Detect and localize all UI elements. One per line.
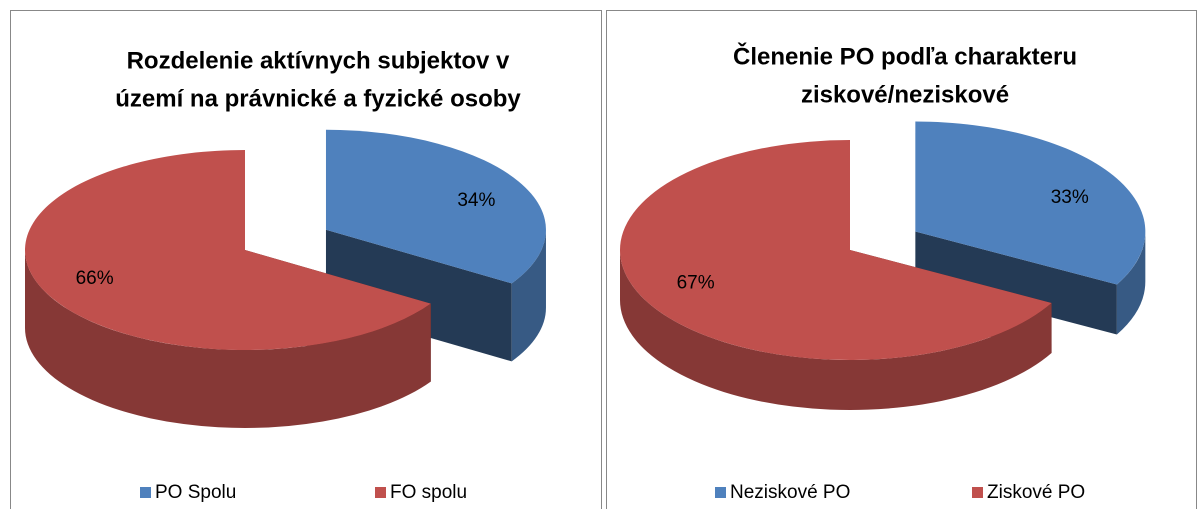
legend-swatch bbox=[715, 487, 726, 498]
data-label: 34% bbox=[457, 190, 495, 211]
legend-swatch bbox=[140, 487, 151, 498]
legend-label: Ziskové PO bbox=[987, 482, 1085, 503]
slice-top bbox=[619, 140, 1052, 360]
slice-side bbox=[1116, 231, 1146, 335]
chart-title: Členenie PO podľa charakteru bbox=[733, 42, 1077, 70]
slice-top bbox=[915, 121, 1146, 285]
legend-label: Neziskové PO bbox=[730, 482, 850, 503]
slice-top bbox=[24, 150, 431, 351]
pie-slice bbox=[325, 129, 546, 362]
pie-slice bbox=[619, 140, 1052, 410]
pie-slice bbox=[24, 150, 431, 428]
pie-slice bbox=[915, 121, 1146, 335]
data-label: 66% bbox=[76, 268, 114, 289]
chart-title: území na právnické a fyzické osoby bbox=[115, 85, 521, 112]
slice-face bbox=[915, 231, 1117, 335]
slice-side bbox=[25, 250, 431, 428]
slice-face bbox=[325, 229, 512, 362]
data-label: 33% bbox=[1051, 187, 1089, 208]
legend-swatch bbox=[375, 487, 386, 498]
chart-title: ziskové/neziskové bbox=[801, 81, 1009, 108]
chart-title: Rozdelenie aktívnych subjektov v bbox=[127, 47, 510, 74]
slice-side bbox=[511, 229, 546, 362]
legend-label: PO Spolu bbox=[155, 482, 236, 503]
slice-side bbox=[619, 250, 1052, 410]
legend-swatch bbox=[972, 487, 983, 498]
data-label: 67% bbox=[677, 273, 715, 294]
legend-label: FO spolu bbox=[390, 482, 467, 503]
slice-top bbox=[325, 129, 546, 284]
